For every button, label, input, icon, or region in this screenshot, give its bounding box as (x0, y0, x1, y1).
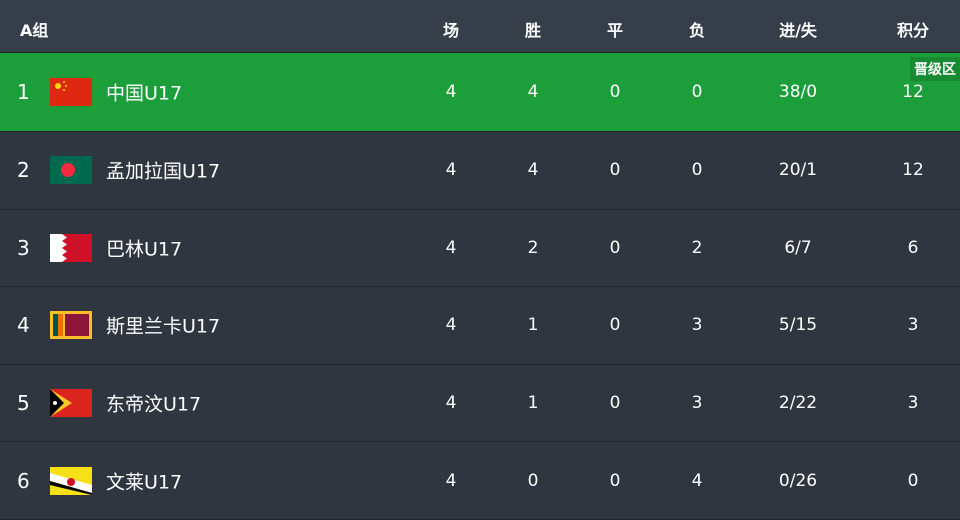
team-name[interactable]: 文莱U17 (106, 471, 183, 494)
played-value: 4 (445, 470, 457, 491)
col-played: 场 (442, 21, 460, 40)
played-value: 4 (445, 393, 457, 414)
col-won: 胜 (524, 21, 542, 40)
points-value: 12 (902, 82, 924, 102)
table-row[interactable]: 5 东帝汶U17 4 1 0 3 2/22 3 (0, 364, 960, 443)
goals-value: 2/22 (778, 393, 818, 414)
won-value: 1 (527, 393, 539, 414)
team-name[interactable]: 中国U17 (106, 82, 183, 105)
rank: 1 (17, 80, 30, 104)
group-title: A组 (20, 21, 49, 40)
points-value: 0 (907, 470, 919, 491)
flag-brunei-icon (50, 466, 92, 495)
played-value: 4 (445, 237, 457, 258)
table-row[interactable]: 3 巴林U17 4 2 0 2 6/7 6 (0, 209, 960, 288)
drawn-value: 0 (609, 315, 621, 336)
flag-china-icon (50, 78, 92, 106)
rank: 4 (17, 313, 30, 338)
lost-value: 2 (691, 237, 703, 258)
drawn-value: 0 (609, 160, 621, 181)
points-value: 12 (902, 160, 924, 181)
played-value: 4 (445, 82, 457, 102)
col-lost: 负 (688, 21, 706, 40)
col-goals: 进/失 (779, 21, 817, 40)
table-row[interactable]: 2 孟加拉国U17 4 4 0 0 20/1 12 (0, 132, 960, 210)
col-points: 积分 (896, 21, 930, 40)
table-header: A组 场 胜 平 负 进/失 积分 (0, 0, 960, 53)
rank: 3 (17, 235, 30, 260)
points-value: 3 (907, 315, 919, 336)
won-value: 2 (527, 237, 539, 258)
flag-timor-leste-icon (50, 389, 92, 418)
lost-value: 4 (691, 470, 703, 491)
rank: 2 (17, 158, 30, 183)
rank: 6 (17, 468, 30, 493)
promotion-badge: 晋级区 (910, 57, 960, 81)
flag-sri-lanka-icon (50, 311, 92, 340)
flag-bahrain-icon (50, 233, 92, 262)
lost-value: 0 (691, 160, 703, 181)
points-value: 3 (907, 393, 919, 414)
played-value: 4 (445, 160, 457, 181)
played-value: 4 (445, 315, 457, 336)
rank: 5 (17, 391, 30, 416)
goals-value: 0/26 (778, 470, 818, 491)
lost-value: 0 (691, 82, 703, 102)
won-value: 4 (527, 160, 539, 181)
drawn-value: 0 (609, 393, 621, 414)
team-name[interactable]: 斯里兰卡U17 (106, 315, 221, 338)
flag-bangladesh-icon (50, 156, 92, 185)
col-drawn: 平 (606, 21, 624, 40)
table-row[interactable]: 6 文莱U17 4 0 0 4 0/26 0 (0, 442, 960, 520)
won-value: 4 (527, 82, 539, 102)
team-name[interactable]: 孟加拉国U17 (106, 160, 221, 183)
won-value: 0 (527, 470, 539, 491)
table-row[interactable]: 晋级区 1 中国U17 4 4 0 0 38/0 12 (0, 53, 960, 132)
goals-value: 38/0 (778, 82, 818, 102)
drawn-value: 0 (609, 470, 621, 491)
team-name[interactable]: 东帝汶U17 (106, 393, 202, 416)
drawn-value: 0 (609, 237, 621, 258)
lost-value: 3 (691, 393, 703, 414)
drawn-value: 0 (609, 82, 621, 102)
lost-value: 3 (691, 315, 703, 336)
won-value: 1 (527, 315, 539, 336)
team-name[interactable]: 巴林U17 (106, 238, 183, 261)
goals-value: 5/15 (778, 315, 818, 336)
goals-value: 6/7 (784, 237, 812, 258)
table-row[interactable]: 4 斯里兰卡U17 4 1 0 3 5/15 3 (0, 287, 960, 365)
goals-value: 20/1 (778, 160, 818, 181)
points-value: 6 (907, 237, 919, 258)
